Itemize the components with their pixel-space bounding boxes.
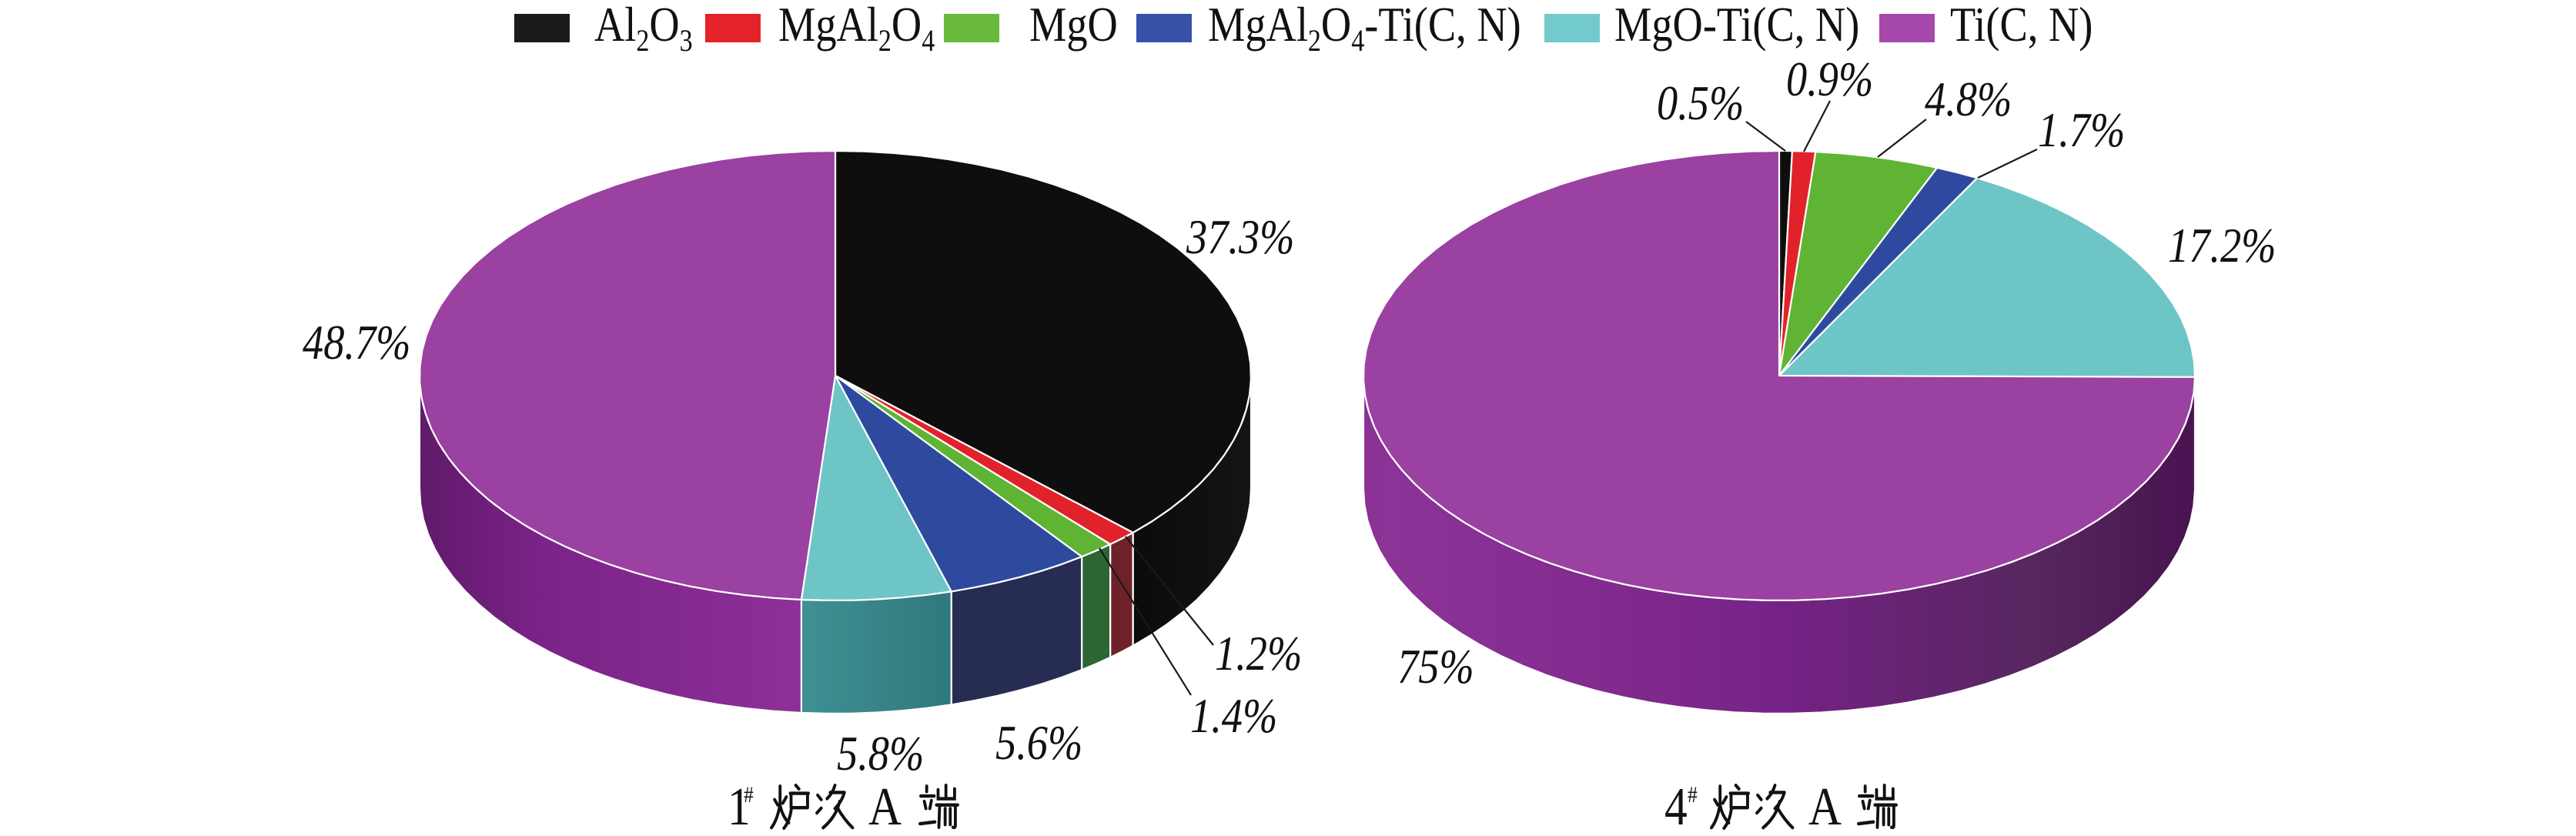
svg-text:A: A <box>868 777 902 832</box>
svg-text:17.2%: 17.2% <box>2168 218 2276 273</box>
svg-text:1.2%: 1.2% <box>1215 626 1302 681</box>
svg-text:0.5%: 0.5% <box>1657 75 1744 130</box>
svg-text:MgO-Ti(C, N): MgO-Ti(C, N) <box>1614 0 1859 52</box>
svg-text:0.9%: 0.9% <box>1786 52 1873 106</box>
svg-text:A: A <box>1808 777 1842 832</box>
svg-text:1: 1 <box>728 777 751 832</box>
svg-text:MgAl2​O4​-Ti(C, N): MgAl2​O4​-Ti(C, N) <box>1208 0 1521 59</box>
svg-text:#: # <box>1688 782 1698 808</box>
svg-text:75%: 75% <box>1397 639 1474 694</box>
svg-text:MgAl2​O4​: MgAl2​O4​ <box>778 0 935 59</box>
svg-text:37.3%: 37.3% <box>1186 209 1294 264</box>
svg-text:Ti(C, N): Ti(C, N) <box>1950 0 2093 52</box>
svg-text:48.7%: 48.7% <box>303 315 410 370</box>
svg-text:1.4%: 1.4% <box>1190 688 1277 743</box>
svg-text:5.8%: 5.8% <box>837 726 924 781</box>
svg-text:4.8%: 4.8% <box>1925 72 2012 126</box>
svg-text:1.7%: 1.7% <box>2038 102 2125 157</box>
svg-text:5.6%: 5.6% <box>995 715 1082 770</box>
svg-text:4: 4 <box>1664 777 1688 832</box>
svg-text:#: # <box>744 782 754 808</box>
svg-text:MgO: MgO <box>1029 0 1118 52</box>
